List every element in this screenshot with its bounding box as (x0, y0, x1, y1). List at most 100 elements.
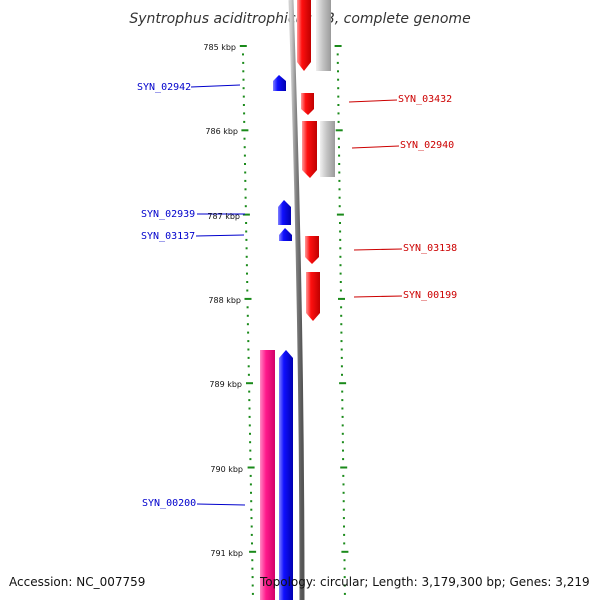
outer-tick-minor (339, 272, 342, 275)
outer-tick-minor (336, 53, 339, 56)
outer-tick-major (341, 550, 349, 553)
gene-forward-syn00199 (306, 272, 320, 321)
inner-tick-minor (250, 500, 253, 503)
inner-tick-minor (246, 323, 249, 326)
outer-tick-minor (342, 474, 345, 477)
kbp-label-788: 788 kbp (208, 296, 241, 305)
kbp-label-787: 787 kbp (207, 212, 240, 221)
outer-tick-minor (339, 230, 342, 233)
inner-tick-minor (249, 458, 252, 461)
connector-syn03138 (353, 248, 403, 251)
inner-tick-minor (247, 356, 250, 359)
outer-tick-minor (340, 348, 343, 351)
outer-tick-minor (338, 179, 341, 182)
inner-tick-minor (242, 61, 245, 64)
gene-label-syn03137[interactable]: SYN_03137 (141, 231, 195, 242)
outer-tick-minor (342, 449, 344, 452)
inner-tick-minor (250, 533, 253, 536)
inner-tick-minor (249, 474, 252, 477)
outer-tick-minor (342, 517, 345, 520)
inner-tick-minor (250, 491, 252, 494)
inner-tick-minor (246, 314, 249, 317)
outer-tick-minor (340, 314, 343, 317)
outer-tick-minor (340, 365, 343, 368)
outer-tick-minor (342, 458, 345, 461)
inner-tick-minor (246, 272, 248, 275)
outer-tick-minor (341, 390, 344, 393)
inner-tick-minor (244, 196, 247, 199)
inner-tick-minor (245, 222, 248, 224)
inner-tick-major (241, 129, 249, 132)
gene-shadow-grey-1 (316, 0, 331, 71)
gene-forward-1 (297, 0, 311, 71)
gene-reverse-syn02942 (273, 75, 286, 91)
inner-tick-minor (242, 78, 245, 81)
outer-tick-minor (339, 247, 342, 250)
inner-tick-minor (242, 53, 244, 56)
outer-tick-minor (337, 95, 340, 98)
inner-tick-minor (242, 95, 245, 98)
inner-tick-minor (248, 399, 251, 402)
inner-tick-minor (242, 87, 245, 90)
inner-tick-minor (246, 281, 249, 283)
gene-label-syn02939[interactable]: SYN_02939 (141, 209, 195, 220)
connector-syn00200 (196, 503, 246, 506)
outer-tick-minor (337, 70, 339, 73)
outer-tick-minor (343, 567, 346, 570)
outer-tick-minor (336, 61, 339, 64)
gene-label-syn02942[interactable]: SYN_02942 (137, 82, 191, 93)
outer-tick-minor (338, 163, 341, 165)
inner-tick-minor (245, 238, 248, 241)
outer-tick-minor (340, 340, 343, 343)
gene-label-syn00199[interactable]: SYN_00199 (403, 290, 457, 301)
inner-tick-minor (248, 390, 251, 393)
topology-text: Topology: circular; Length: 3,179,300 bp… (259, 575, 590, 589)
inner-tick-minor (251, 592, 254, 595)
inner-tick-major (244, 297, 252, 300)
inner-tick-major (249, 550, 257, 553)
outer-tick-minor (341, 441, 344, 444)
outer-tick-minor (340, 323, 343, 326)
outer-tick-minor (343, 525, 345, 528)
outer-tick-minor (343, 592, 346, 595)
tick-marks (239, 45, 349, 595)
inner-tick-minor (244, 163, 246, 165)
inner-tick-minor (251, 584, 254, 587)
outer-tick-minor (342, 508, 345, 511)
outer-tick-minor (337, 120, 340, 123)
outer-tick-minor (338, 171, 341, 174)
gene-label-syn02940[interactable]: SYN_02940 (400, 140, 454, 151)
outer-tick-minor (337, 87, 340, 90)
connector-syn03432 (348, 99, 398, 103)
outer-tick-minor (341, 432, 344, 435)
outer-tick-major (336, 213, 344, 216)
outer-tick-minor (340, 306, 343, 309)
connector-syn02940 (351, 145, 400, 149)
inner-tick-major (247, 466, 255, 469)
inner-tick-major (239, 45, 247, 47)
outer-tick-minor (341, 399, 344, 402)
gene-reverse-syn03137 (279, 228, 292, 241)
kbp-label-785: 785 kbp (203, 43, 236, 52)
kbp-label-790: 790 kbp (210, 465, 243, 474)
inner-tick-minor (251, 576, 254, 579)
inner-tick-minor (243, 120, 246, 123)
inner-tick-major (246, 382, 253, 385)
inner-tick-minor (244, 205, 247, 208)
outer-tick-minor (338, 146, 340, 149)
inner-tick-minor (242, 104, 245, 106)
outer-tick-minor (343, 559, 346, 562)
inner-tick-minor (249, 483, 252, 486)
accession-text: Accession: NC_007759 (9, 575, 145, 589)
outer-tick-minor (341, 424, 344, 427)
inner-tick-major (242, 213, 250, 216)
gene-label-syn03138[interactable]: SYN_03138 (403, 243, 457, 254)
outer-tick-major (334, 45, 342, 47)
outer-tick-major (339, 382, 347, 385)
inner-tick-minor (249, 441, 252, 444)
gene-shadow-pink-1 (260, 350, 275, 600)
inner-tick-minor (243, 146, 246, 149)
gene-label-syn03432[interactable]: SYN_03432 (398, 94, 452, 105)
gene-label-syn00200[interactable]: SYN_00200 (142, 498, 196, 509)
